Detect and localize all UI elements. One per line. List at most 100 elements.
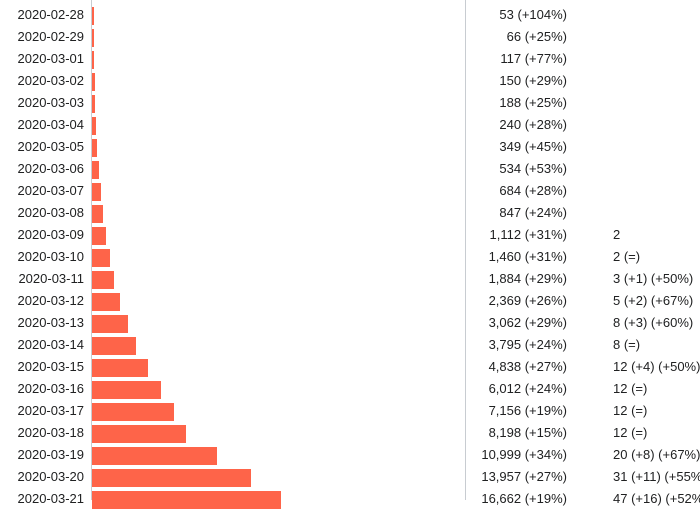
chart-row: 2020-03-10 1,460 (+31%) 2 (=) xyxy=(0,246,700,268)
case-bar xyxy=(92,425,186,443)
case-count-label: 1,112 (+31%) xyxy=(489,227,567,242)
date-label: 2020-03-07 xyxy=(17,183,85,198)
death-count-label xyxy=(613,4,700,26)
date-label: 2020-03-11 xyxy=(18,271,84,286)
case-bar xyxy=(92,117,96,135)
death-count-label: 3 (+1) (+50%) xyxy=(613,271,694,286)
date-label: 2020-03-16 xyxy=(17,381,85,396)
death-count-label: 2 (=) xyxy=(613,249,641,264)
chart-row: 2020-03-05 349 (+45%) xyxy=(0,136,700,158)
chart-row: 2020-03-21 16,662 (+19%) 47 (+16) (+52%) xyxy=(0,488,700,510)
death-count-label: 8 (+3) (+60%) xyxy=(613,315,694,330)
case-bar xyxy=(92,161,100,179)
case-bar xyxy=(92,293,120,311)
case-count-label: 10,999 (+34%) xyxy=(481,447,567,462)
date-label: 2020-03-03 xyxy=(17,95,85,110)
date-label: 2020-03-15 xyxy=(17,359,85,374)
case-count-label: 847 (+24%) xyxy=(499,205,567,220)
chart-row: 2020-03-02 150 (+29%) xyxy=(0,70,700,92)
case-bar xyxy=(92,491,282,509)
case-bar xyxy=(92,7,94,25)
death-count-label: 5 (+2) (+67%) xyxy=(613,293,694,308)
date-label: 2020-03-04 xyxy=(17,117,85,132)
case-bar xyxy=(92,51,95,69)
death-count-label: 12 (+4) (+50%) xyxy=(613,359,700,374)
case-count-label: 16,662 (+19%) xyxy=(481,491,567,506)
date-label: 2020-02-29 xyxy=(17,29,85,44)
left-axis-line xyxy=(91,0,92,500)
death-count-label xyxy=(613,48,700,70)
date-label: 2020-03-19 xyxy=(17,447,85,462)
date-label: 2020-02-28 xyxy=(17,7,85,22)
case-count-label: 53 (+104%) xyxy=(499,7,567,22)
case-count-label: 349 (+45%) xyxy=(499,139,567,154)
date-label: 2020-03-05 xyxy=(17,139,85,154)
case-count-label: 150 (+29%) xyxy=(499,73,567,88)
case-count-label: 534 (+53%) xyxy=(499,161,567,176)
death-count-label xyxy=(613,158,700,180)
chart-row: 2020-03-17 7,156 (+19%) 12 (=) xyxy=(0,400,700,422)
case-bar xyxy=(92,381,161,399)
date-label: 2020-03-12 xyxy=(17,293,85,308)
case-bar xyxy=(92,403,174,421)
chart-row: 2020-03-06 534 (+53%) xyxy=(0,158,700,180)
death-count-label: 31 (+11) (+55%) xyxy=(613,469,700,484)
case-bar xyxy=(92,139,97,157)
chart-row: 2020-03-01 117 (+77%) xyxy=(0,48,700,70)
case-bar xyxy=(92,249,110,267)
chart-row: 2020-03-09 1,112 (+31%) 2 xyxy=(0,224,700,246)
case-count-label: 240 (+28%) xyxy=(499,117,567,132)
case-count-label: 684 (+28%) xyxy=(499,183,567,198)
death-count-label xyxy=(613,202,700,224)
date-label: 2020-03-14 xyxy=(17,337,85,352)
case-bar xyxy=(92,359,148,377)
case-bar xyxy=(92,73,95,91)
date-label: 2020-03-20 xyxy=(17,469,85,484)
death-count-label: 12 (=) xyxy=(613,381,648,396)
chart-row: 2020-03-03 188 (+25%) xyxy=(0,92,700,114)
right-divider-line xyxy=(465,0,466,500)
chart-row: 2020-03-11 1,884 (+29%) 3 (+1) (+50%) xyxy=(0,268,700,290)
case-bar xyxy=(92,469,251,487)
chart-row: 2020-03-15 4,838 (+27%) 12 (+4) (+50%) xyxy=(0,356,700,378)
case-count-label: 1,884 (+29%) xyxy=(488,271,567,286)
date-label: 2020-03-06 xyxy=(17,161,85,176)
case-bar xyxy=(92,337,136,355)
case-bar xyxy=(92,227,106,245)
date-label: 2020-03-08 xyxy=(17,205,85,220)
death-count-label: 8 (=) xyxy=(613,337,641,352)
death-count-label: 2 xyxy=(613,227,621,242)
case-bar xyxy=(92,95,96,113)
date-label: 2020-03-21 xyxy=(17,491,85,506)
chart-row: 2020-03-19 10,999 (+34%) 20 (+8) (+67%) xyxy=(0,444,700,466)
case-count-label: 117 (+77%) xyxy=(500,51,567,66)
case-bar xyxy=(92,447,218,465)
death-count-label xyxy=(613,92,700,114)
death-count-label xyxy=(613,70,700,92)
case-count-label: 2,369 (+26%) xyxy=(488,293,567,308)
case-bar xyxy=(92,183,101,201)
case-count-label: 3,062 (+29%) xyxy=(488,315,567,330)
chart-row: 2020-03-08 847 (+24%) xyxy=(0,202,700,224)
case-bar xyxy=(92,315,128,333)
date-label: 2020-03-10 xyxy=(17,249,85,264)
death-count-label xyxy=(613,114,700,136)
date-label: 2020-03-17 xyxy=(17,403,85,418)
chart-row: 2020-03-12 2,369 (+26%) 5 (+2) (+67%) xyxy=(0,290,700,312)
chart-row: 2020-03-20 13,957 (+27%) 31 (+11) (+55%) xyxy=(0,466,700,488)
case-bar xyxy=(92,271,115,289)
chart-row: 2020-03-04 240 (+28%) xyxy=(0,114,700,136)
death-count-label: 12 (=) xyxy=(613,403,648,418)
death-count-label: 20 (+8) (+67%) xyxy=(613,447,700,462)
death-count-label xyxy=(613,26,700,48)
case-count-label: 13,957 (+27%) xyxy=(481,469,567,484)
date-label: 2020-03-01 xyxy=(17,51,85,66)
case-bar xyxy=(92,205,103,223)
chart-row: 2020-02-28 53 (+104%) xyxy=(0,4,700,26)
case-count-label: 6,012 (+24%) xyxy=(488,381,567,396)
chart-row: 2020-03-18 8,198 (+15%) 12 (=) xyxy=(0,422,700,444)
date-label: 2020-03-13 xyxy=(17,315,85,330)
case-count-label: 1,460 (+31%) xyxy=(488,249,567,264)
chart-row: 2020-02-29 66 (+25%) xyxy=(0,26,700,48)
